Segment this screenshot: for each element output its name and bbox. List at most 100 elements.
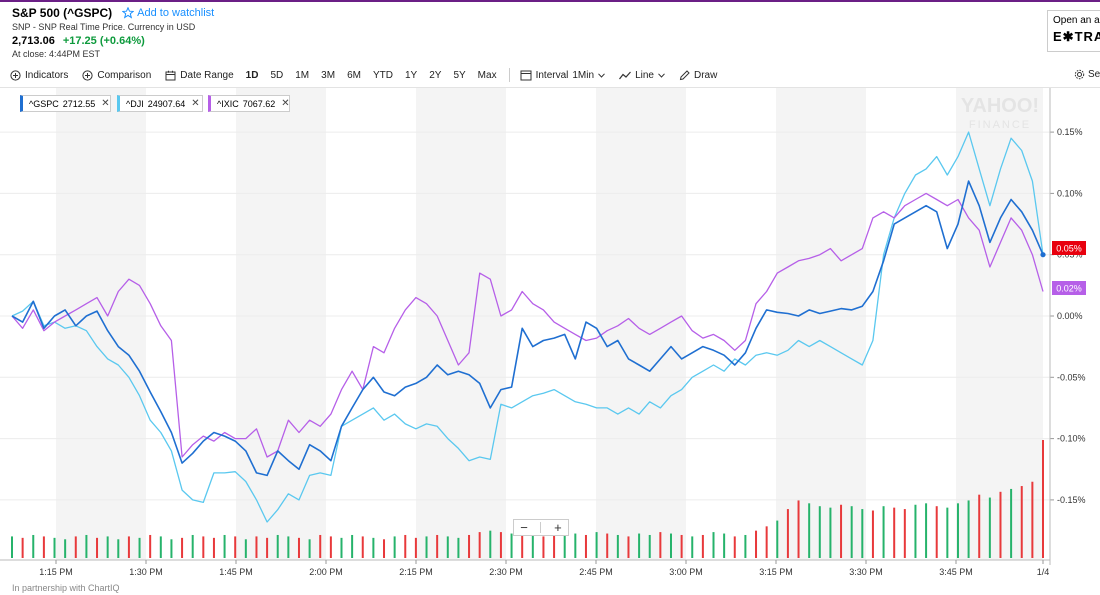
volume-bar: [680, 534, 683, 558]
range-button-2y[interactable]: 2Y: [429, 69, 442, 81]
range-button-5d[interactable]: 5D: [270, 69, 284, 81]
volume-bar: [659, 532, 662, 558]
volume-bar: [818, 506, 821, 558]
legend-chip-ixic[interactable]: ^IXIC 7067.62 ✕: [208, 95, 290, 112]
range-button-6m[interactable]: 6M: [347, 69, 361, 81]
volume-bar: [914, 504, 917, 558]
volume-bar: [138, 537, 141, 558]
range-button-ytd[interactable]: YTD: [372, 69, 393, 81]
volume-bar: [191, 534, 194, 558]
volume-bar: [499, 532, 502, 558]
chart-type-dropdown[interactable]: Line: [619, 70, 665, 81]
draw-button[interactable]: Draw: [679, 70, 717, 81]
time-band: [776, 88, 866, 560]
volume-bar: [861, 509, 864, 558]
remove-series-icon[interactable]: ✕: [281, 98, 290, 109]
volume-bar: [925, 503, 928, 558]
volume-bar: [106, 536, 109, 558]
interval-dropdown[interactable]: Interval 1Min: [520, 70, 605, 81]
volume-bar: [21, 537, 24, 558]
volume-bar: [329, 536, 332, 558]
chart-toolbar: Indicators Comparison Date Range 1D 5D 1M 3…: [10, 67, 731, 83]
settings-label: Se: [1088, 69, 1100, 80]
volume-bar: [383, 539, 386, 558]
volume-bar: [755, 530, 758, 558]
volume-bar: [53, 537, 56, 558]
plus-circle-icon: [82, 69, 93, 81]
volume-bar: [542, 536, 545, 558]
volume-bar: [159, 536, 162, 558]
indicators-button[interactable]: Indicators: [10, 70, 68, 81]
volume-bar: [202, 536, 205, 558]
date-range-button[interactable]: Date Range: [165, 70, 234, 81]
gear-icon: [1074, 69, 1085, 80]
volume-bar: [797, 500, 800, 558]
calendar-icon: [165, 70, 176, 80]
advertisement-banner[interactable]: Open an a E✱TRA: [1047, 10, 1100, 52]
volume-bar: [648, 534, 651, 558]
legend-chip-gspc[interactable]: ^GSPC 2712.55 ✕: [20, 95, 111, 112]
x-tick-label: 1:30 PM: [129, 567, 163, 577]
volume-bar: [446, 536, 449, 558]
range-button-5y[interactable]: 5Y: [453, 69, 466, 81]
settings-button[interactable]: Se: [1074, 69, 1100, 80]
volume-bar: [170, 539, 173, 558]
volume-bar: [808, 503, 811, 558]
range-button-1y[interactable]: 1Y: [404, 69, 418, 81]
volume-bar: [96, 537, 99, 558]
indicators-label: Indicators: [25, 69, 69, 81]
x-tick-label: 1:45 PM: [219, 567, 253, 577]
line-chart-icon: [619, 71, 632, 79]
chevron-down-icon: [658, 72, 665, 78]
top-accent-bar: [0, 0, 1100, 2]
time-band: [596, 88, 686, 560]
volume-bar: [351, 534, 354, 558]
watermark-logo: YAHOO!: [961, 95, 1039, 117]
watermark-text: FINANCE: [969, 119, 1031, 131]
zoom-in-button[interactable]: +: [554, 520, 562, 535]
range-button-1m[interactable]: 1M: [295, 69, 310, 81]
volume-bar: [627, 536, 630, 558]
volume-bar: [638, 533, 641, 558]
x-tick-label: 2:15 PM: [399, 567, 433, 577]
volume-bar: [712, 532, 715, 558]
volume-bar: [850, 506, 853, 558]
zoom-out-button[interactable]: −: [520, 520, 528, 535]
volume-bar: [701, 534, 704, 558]
volume-bar: [425, 536, 428, 558]
y-tick-label: 0.10%: [1057, 188, 1083, 198]
legend-value: 7067.62: [242, 98, 276, 109]
x-tick-label: 1/4: [1037, 567, 1050, 577]
plus-circle-icon: [10, 69, 21, 81]
volume-bar: [584, 534, 587, 558]
volume-bar: [553, 532, 556, 558]
range-button-1d[interactable]: 1D: [245, 69, 259, 81]
legend-value: 2712.55: [62, 98, 96, 109]
volume-bar: [457, 537, 460, 558]
remove-series-icon[interactable]: ✕: [191, 98, 200, 109]
add-to-watchlist-button[interactable]: Add to watchlist: [122, 7, 214, 19]
last-value-label-ixic: 0.02%: [1056, 284, 1082, 294]
volume-bar: [127, 536, 130, 558]
volume-bar: [361, 536, 364, 558]
volume-bar: [372, 537, 375, 558]
volume-bar: [840, 504, 843, 558]
volume-bar: [255, 536, 258, 558]
remove-series-icon[interactable]: ✕: [101, 98, 110, 109]
comparison-button[interactable]: Comparison: [82, 70, 151, 81]
volume-bar: [234, 536, 237, 558]
range-button-max[interactable]: Max: [477, 69, 497, 81]
volume-bar: [978, 494, 981, 558]
legend-chip-dji[interactable]: ^DJI 24907.64 ✕: [117, 95, 203, 112]
last-point-marker: [1040, 252, 1046, 258]
volume-bar: [85, 534, 88, 558]
partner-credit: In partnership with ChartIQ: [12, 583, 120, 593]
volume-bar: [393, 536, 396, 558]
star-icon: [122, 7, 135, 19]
x-tick-label: 2:30 PM: [489, 567, 523, 577]
range-button-3m[interactable]: 3M: [321, 69, 336, 81]
volume-bar: [733, 536, 736, 558]
volume-bar: [436, 534, 439, 558]
legend-symbol: ^GSPC: [29, 98, 59, 109]
